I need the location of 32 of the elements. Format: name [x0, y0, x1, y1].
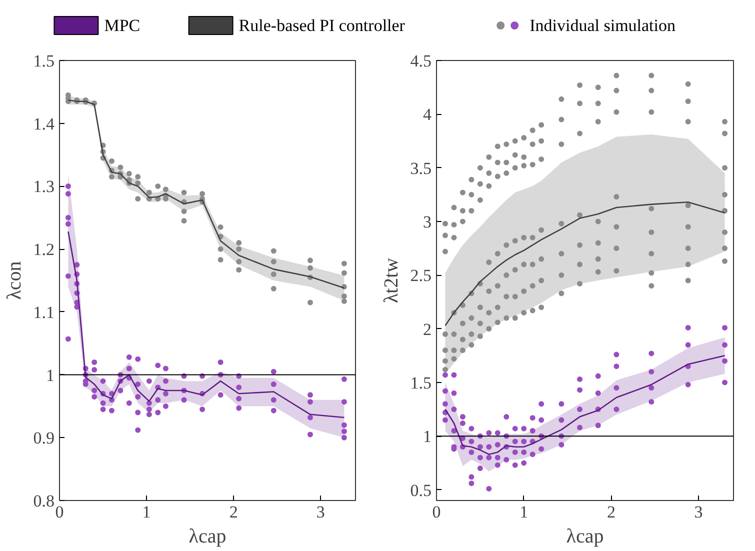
y-tick-label: 1.5 [33, 52, 54, 70]
y-tick-label: 1.1 [33, 302, 54, 322]
y-axis-title: λcon [3, 261, 26, 300]
x-tick-label: 2 [606, 502, 616, 522]
y-tick-label: 4 [423, 105, 432, 124]
legend-label: Rule-based PI controller [238, 16, 406, 35]
y-tick-label: 0.5 [410, 480, 432, 500]
y-tick-label: 0.9 [33, 428, 54, 448]
x-tick-label: 1 [520, 502, 528, 522]
y-tick-label: 2 [423, 320, 432, 339]
x-tick-label: 0 [55, 502, 64, 522]
x-tick-label: 2 [229, 502, 238, 522]
y-tick-label: 2.5 [410, 266, 432, 286]
y-tick-label: 3 [423, 212, 432, 232]
y-tick-label: 3.5 [410, 158, 432, 178]
legend-label: MPC [104, 16, 140, 35]
x-tick-label: 3 [316, 502, 325, 522]
x-axis-title: λcap [188, 526, 226, 548]
x-axis-title: λcap [566, 526, 604, 548]
y-tick-label: 1.3 [33, 177, 54, 196]
y-tick-label: 4.5 [410, 52, 432, 70]
legend-label: Individual simulation [530, 16, 676, 35]
y-tick-label: 1 [423, 427, 432, 446]
y-tick-label: 1.2 [33, 240, 54, 260]
y-tick-label: 1 [46, 366, 54, 385]
x-tick-label: 0 [432, 502, 441, 522]
y-tick-label: 0.8 [33, 492, 54, 510]
y-tick-label: 1.5 [410, 373, 432, 392]
y-axis-title: λt2tw [380, 257, 402, 304]
x-tick-label: 1 [142, 502, 151, 522]
y-tick-label: 1.4 [33, 114, 55, 134]
x-tick-label: 3 [694, 502, 703, 522]
